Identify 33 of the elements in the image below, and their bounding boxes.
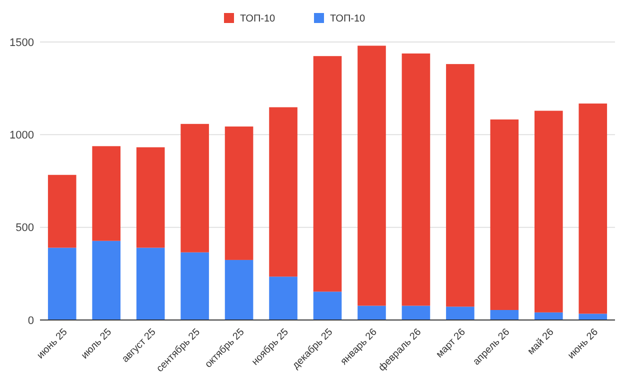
bar [578, 314, 608, 320]
bar [534, 312, 563, 320]
bar [402, 53, 430, 306]
x-tick-label: май 26 [526, 326, 557, 358]
bar [224, 126, 254, 260]
bar [48, 174, 76, 248]
y-tick-label: 1500 [10, 36, 34, 49]
bar [269, 276, 298, 320]
bar [92, 240, 120, 320]
bar [402, 306, 430, 320]
bar [446, 306, 474, 320]
y-tick-label: 1000 [10, 130, 34, 142]
bar [48, 248, 76, 320]
bar [358, 46, 386, 306]
bar [92, 146, 120, 241]
y-tick-label: 500 [16, 222, 34, 234]
bar [136, 147, 165, 248]
legend-label: ТОП-10 [330, 14, 366, 24]
bar [180, 252, 209, 320]
bar [490, 119, 519, 310]
bar [578, 104, 608, 314]
bar [313, 56, 342, 292]
bar [446, 64, 474, 307]
bar [224, 260, 254, 320]
bar [313, 292, 342, 320]
bar [180, 124, 209, 252]
bar [136, 248, 165, 320]
y-tick-label: 0 [28, 314, 34, 327]
bar [534, 110, 563, 312]
legend-label: ТОП-10 [240, 14, 276, 24]
bar [358, 306, 386, 320]
bar [490, 310, 519, 320]
bar [269, 107, 298, 277]
